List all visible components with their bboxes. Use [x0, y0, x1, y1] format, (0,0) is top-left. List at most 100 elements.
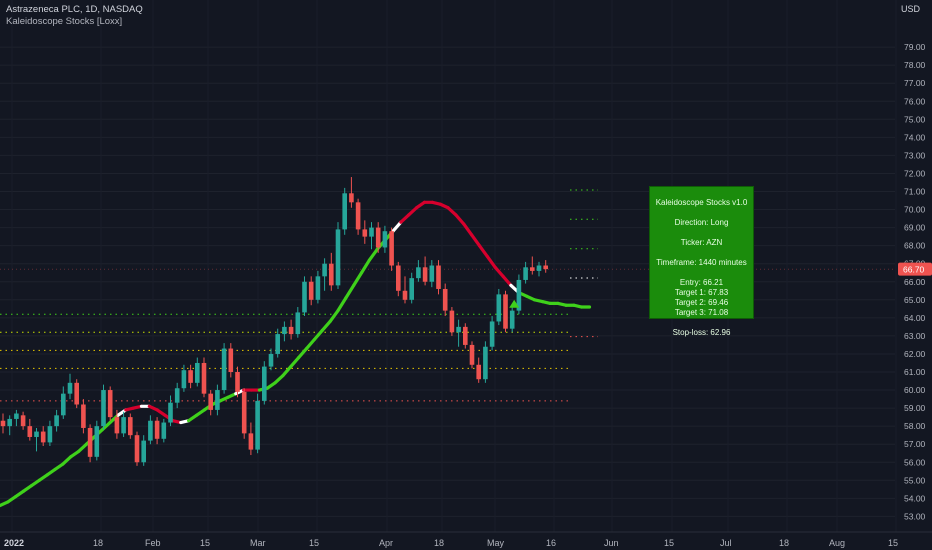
price-tick-label: 66.00: [904, 277, 926, 287]
candle-body[interactable]: [456, 326, 461, 333]
candle-body[interactable]: [7, 418, 12, 427]
candle-body[interactable]: [389, 231, 394, 266]
candle-body[interactable]: [154, 420, 160, 439]
candle-body[interactable]: [436, 265, 441, 289]
candle-body[interactable]: [523, 267, 528, 280]
indicator-title[interactable]: Kaleidoscope Stocks [Loxx]: [6, 16, 123, 27]
price-tick-label: 57.00: [904, 439, 926, 449]
candle-body[interactable]: [543, 265, 548, 270]
candle-body[interactable]: [168, 402, 173, 423]
candle-body[interactable]: [268, 353, 274, 367]
candle-body[interactable]: [121, 417, 126, 434]
candle-body[interactable]: [315, 276, 321, 300]
candle-body[interactable]: [308, 281, 314, 300]
candle-body[interactable]: [148, 420, 153, 441]
candle-body[interactable]: [34, 431, 39, 437]
candle-body[interactable]: [503, 294, 508, 329]
candle-body[interactable]: [355, 202, 361, 230]
candle-body[interactable]: [362, 229, 368, 237]
candle-body[interactable]: [509, 310, 515, 329]
candle-body[interactable]: [94, 426, 100, 457]
candles[interactable]: [0, 177, 548, 466]
candle-body[interactable]: [67, 382, 73, 394]
candle-body[interactable]: [101, 390, 106, 427]
indicator-segment: [470, 233, 482, 248]
candle-body[interactable]: [409, 278, 414, 300]
candle-body[interactable]: [174, 388, 180, 403]
time-tick-label: Apr: [379, 538, 393, 548]
candle-body[interactable]: [208, 393, 213, 410]
indicator-segment: [281, 364, 293, 378]
candle-body[interactable]: [262, 366, 267, 401]
candle-body[interactable]: [188, 370, 193, 383]
candle-body[interactable]: [27, 426, 33, 437]
candle-body[interactable]: [14, 413, 19, 419]
candle-body[interactable]: [342, 193, 347, 230]
candle-body[interactable]: [476, 364, 481, 380]
candle-body[interactable]: [516, 279, 522, 311]
candle-body[interactable]: [282, 326, 287, 335]
candle-body[interactable]: [536, 265, 542, 271]
candle-body[interactable]: [241, 391, 247, 434]
candle-body[interactable]: [87, 427, 93, 457]
symbol-title[interactable]: Astrazeneca PLC, 1D, NASDAQ: [6, 4, 143, 15]
candle-body[interactable]: [295, 312, 301, 335]
candle-body[interactable]: [288, 326, 294, 335]
candle-body[interactable]: [161, 422, 167, 439]
candle-body[interactable]: [382, 231, 388, 248]
candle-body[interactable]: [442, 288, 448, 311]
candle-body[interactable]: [302, 281, 307, 313]
candle-body[interactable]: [128, 417, 133, 436]
candle-body[interactable]: [329, 263, 334, 286]
candle-body[interactable]: [483, 346, 488, 380]
time-axis[interactable]: 2022 18 Feb 15 Mar 15 Apr 18 May 16 Jun 15 Jul 18 Aug 1…: [4, 538, 898, 548]
price-tick-label: 62.00: [904, 349, 926, 359]
candle-body[interactable]: [81, 404, 86, 428]
candle-body[interactable]: [0, 420, 6, 427]
candle-body[interactable]: [429, 265, 435, 282]
candle-body[interactable]: [416, 267, 421, 279]
candle-body[interactable]: [40, 431, 46, 443]
candle-body[interactable]: [107, 390, 113, 418]
candle-body[interactable]: [235, 372, 240, 392]
candle-body[interactable]: [134, 435, 140, 463]
candle-body[interactable]: [20, 415, 26, 427]
candle-body[interactable]: [369, 227, 374, 237]
price-tick-label: 65.00: [904, 295, 926, 305]
indicator-segment: [328, 309, 340, 324]
price-tick-label: 75.00: [904, 114, 926, 124]
candle-body[interactable]: [181, 370, 187, 389]
candle-body[interactable]: [469, 344, 475, 365]
candle-body[interactable]: [402, 290, 408, 300]
candle-body[interactable]: [449, 310, 455, 333]
candle-body[interactable]: [422, 267, 428, 282]
price-axis[interactable]: 53.00 54.00 55.00 56.00 57.00 58.00 59.00 60.00…: [904, 42, 926, 521]
candle-body[interactable]: [114, 417, 120, 434]
candle-body[interactable]: [322, 263, 327, 277]
candle-body[interactable]: [221, 348, 227, 391]
time-tick-label: 2022: [4, 538, 24, 548]
candle-body[interactable]: [489, 321, 495, 347]
candle-body[interactable]: [228, 348, 234, 372]
candle-body[interactable]: [201, 362, 207, 394]
candle-body[interactable]: [349, 193, 354, 203]
candle-body[interactable]: [255, 400, 260, 450]
candle-body[interactable]: [195, 362, 200, 383]
candle-body[interactable]: [396, 265, 401, 291]
candle-body[interactable]: [141, 440, 146, 463]
candle-body[interactable]: [61, 393, 66, 416]
candle-body[interactable]: [463, 326, 468, 345]
candle-body[interactable]: [375, 227, 381, 248]
candle-body[interactable]: [248, 433, 254, 450]
candle-body[interactable]: [496, 294, 502, 322]
indicator-segment: [501, 274, 513, 287]
candle-body[interactable]: [54, 415, 59, 427]
candle-body[interactable]: [74, 382, 79, 405]
candle-body[interactable]: [275, 334, 280, 354]
candle-body[interactable]: [335, 229, 341, 286]
candle-body[interactable]: [530, 267, 535, 271]
indicator-segment: [485, 254, 497, 269]
candle-body[interactable]: [47, 426, 53, 443]
candle-body[interactable]: [215, 390, 220, 410]
